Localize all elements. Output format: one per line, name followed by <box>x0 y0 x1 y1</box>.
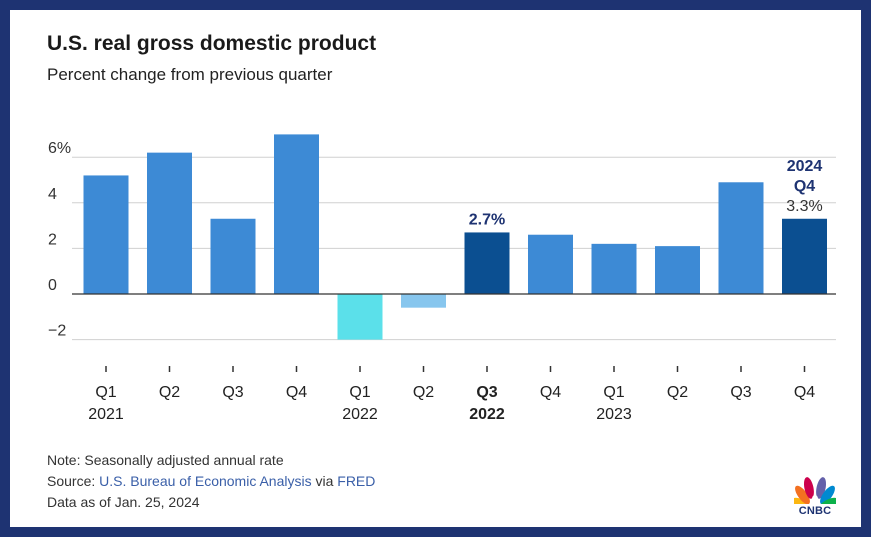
y-tick-label: 4 <box>48 186 57 203</box>
x-tick-label: Q2 <box>159 384 180 401</box>
data-label: 2.7% <box>469 211 505 228</box>
x-tick-label: Q1 <box>603 384 624 401</box>
bar <box>274 134 319 294</box>
data-label: Q4 <box>794 178 815 195</box>
bar <box>147 152 192 294</box>
y-tick-label: 2 <box>48 231 57 248</box>
bar <box>337 294 383 340</box>
x-year-label: 2022 <box>469 406 505 423</box>
bar <box>528 234 573 294</box>
logo-text: CNBC <box>798 505 832 517</box>
x-tick-label: Q1 <box>95 384 116 401</box>
x-tick-label: Q4 <box>540 384 561 401</box>
y-tick-label: 6% <box>48 140 71 157</box>
bar <box>655 246 700 294</box>
x-year-label: 2022 <box>342 406 378 423</box>
x-tick-label: Q3 <box>476 384 497 401</box>
x-tick-label: Q1 <box>349 384 370 401</box>
bar <box>210 218 256 294</box>
chart-card: U.S. real gross domestic product Percent… <box>10 10 861 527</box>
source-prefix: Source: <box>47 473 100 489</box>
data-label: 3.3% <box>786 198 822 215</box>
note-text: Note: Seasonally adjusted annual rate <box>47 452 284 468</box>
bar <box>718 182 764 294</box>
source-via: via <box>311 473 338 489</box>
x-year-label: 2021 <box>88 406 124 423</box>
x-tick-label: Q4 <box>794 384 815 401</box>
y-tick-label: 0 <box>48 277 57 294</box>
data-label: 2024 <box>787 158 823 175</box>
bar <box>464 232 510 294</box>
peacock-icon <box>791 477 839 512</box>
x-tick-label: Q2 <box>413 384 434 401</box>
bar <box>782 218 827 294</box>
bar-chart: 6% 4 2 0 −2 Q1 2021 Q2 Q3 Q4 Q1 2022 Q2 Q3 2022 Q4 Q1 202… <box>48 134 836 423</box>
x-tick-label: Q2 <box>667 384 688 401</box>
bar <box>401 294 446 308</box>
chart-title: U.S. real gross domestic product <box>47 32 377 55</box>
bar <box>83 175 129 294</box>
data-as-of-text: Data as of Jan. 25, 2024 <box>47 494 200 510</box>
y-tick-label: −2 <box>48 323 66 340</box>
chart-notes: Note: Seasonally adjusted annual rate So… <box>47 450 375 513</box>
x-tick-label: Q4 <box>286 384 307 401</box>
bar <box>591 243 637 294</box>
cnbc-logo: CNBC <box>791 472 839 518</box>
source-text: Source: U.S. Bureau of Economic Analysis… <box>47 471 375 492</box>
x-tick-label: Q3 <box>222 384 243 401</box>
chart-subtitle: Percent change from previous quarter <box>47 65 333 84</box>
x-year-label: 2023 <box>596 406 632 423</box>
x-tick-label: Q3 <box>730 384 751 401</box>
source-bea-link[interactable]: U.S. Bureau of Economic Analysis <box>99 473 312 489</box>
source-fred-link[interactable]: FRED <box>337 473 376 489</box>
